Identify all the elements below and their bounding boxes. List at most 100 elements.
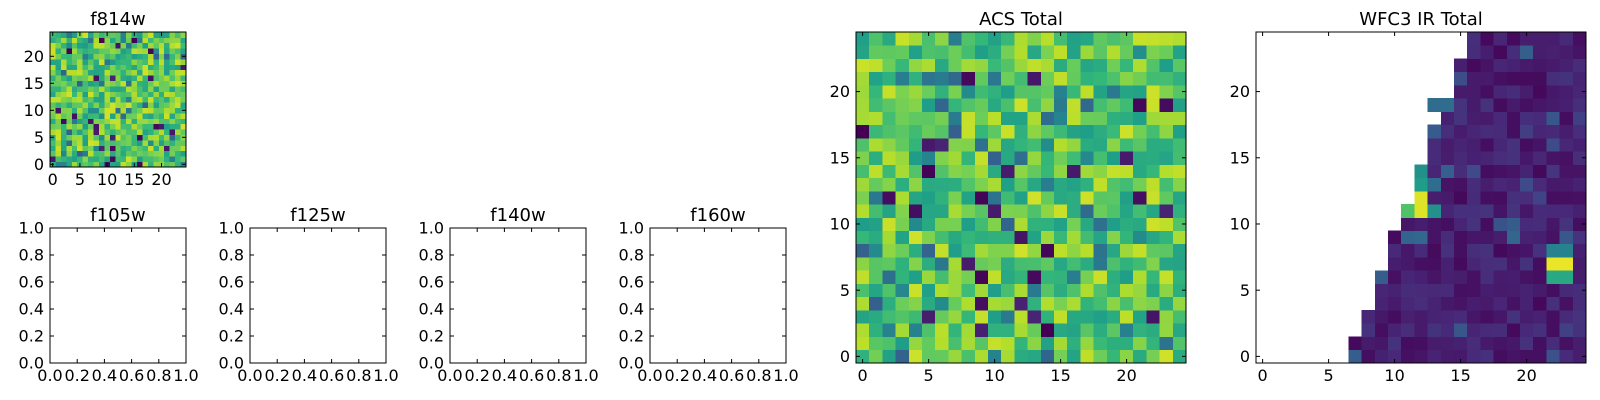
wfc3-ir-total-cell xyxy=(1533,217,1547,231)
f814w-cell xyxy=(71,64,78,71)
wfc3-ir-total-cell xyxy=(1427,283,1442,298)
wfc3-ir-total-cell xyxy=(1467,190,1481,205)
acs-total-cell xyxy=(856,98,870,112)
wfc3-ir-total-cell xyxy=(1348,336,1362,351)
acs-total-cell xyxy=(1159,151,1174,165)
acs-total-cell xyxy=(988,124,1002,139)
f814w-cell xyxy=(55,69,62,76)
acs-total-cell xyxy=(895,270,910,284)
f814w-cell xyxy=(55,91,62,98)
acs-total-cell xyxy=(1054,111,1068,126)
acs-total-cell xyxy=(895,71,910,86)
acs-total-cell xyxy=(1067,230,1081,245)
f140w-title: f140w xyxy=(490,205,545,226)
wfc3-ir-total-cell xyxy=(1427,336,1442,351)
acs-total-cell xyxy=(1146,137,1160,152)
acs-total-cell xyxy=(1172,323,1187,337)
f814w-cell xyxy=(131,140,138,146)
f814w-cell xyxy=(93,64,100,71)
f814w-cell xyxy=(137,113,143,119)
f814w-cell xyxy=(77,118,84,125)
acs-total-cell xyxy=(1054,230,1068,245)
wfc3-ir-total-cell xyxy=(1493,98,1508,112)
f814w-cell xyxy=(120,48,127,54)
f814w-cell xyxy=(55,59,62,65)
wfc3-ir-total-cell xyxy=(1427,217,1442,231)
acs-total-cell xyxy=(1080,204,1094,218)
wfc3-ir-total-cell xyxy=(1388,349,1402,364)
acs-total-cell xyxy=(1080,151,1094,165)
wfc3-ir-total-cell xyxy=(1533,58,1547,73)
f814w-cell xyxy=(115,37,122,44)
acs-total-cell xyxy=(1067,177,1081,192)
wfc3-ir-total-cell xyxy=(1454,190,1468,205)
f814w-cell xyxy=(120,37,127,44)
f814w-cell xyxy=(71,161,78,168)
acs-total-cell xyxy=(1093,71,1108,86)
acs-total-cell xyxy=(1146,58,1160,73)
acs-total-cell xyxy=(1106,310,1121,324)
acs-total-cell xyxy=(961,296,976,311)
wfc3-ir-total-cell xyxy=(1467,164,1481,179)
acs-total-cell xyxy=(988,98,1002,112)
acs-total-cell xyxy=(935,71,949,86)
f125w-ytick-label: 1.0 xyxy=(219,219,244,238)
f814w-cell xyxy=(109,107,116,114)
acs-total-cell xyxy=(1133,296,1147,311)
wfc3-ir-total-cell xyxy=(1493,137,1508,152)
f160w-ytick-label: 0.2 xyxy=(619,327,644,346)
wfc3-ir-total-cell xyxy=(1388,323,1402,337)
acs-total-cell xyxy=(1054,164,1068,179)
f814w-cell xyxy=(142,150,149,157)
f814w-cell xyxy=(60,118,67,125)
acs-total-cell xyxy=(935,164,949,179)
acs-total-cell xyxy=(895,124,910,139)
f814w-cell xyxy=(126,150,132,157)
f814w-cell xyxy=(66,118,73,125)
wfc3-ir-total-cell xyxy=(1520,257,1534,271)
f814w-cell xyxy=(71,113,78,119)
f814w-cell xyxy=(88,145,94,152)
acs-total-cell xyxy=(1120,190,1134,205)
acs-total-cell xyxy=(869,190,883,205)
acs-total-cell xyxy=(1080,323,1094,337)
wfc3-ir-total-cell xyxy=(1559,349,1574,364)
f814w-cell xyxy=(131,107,138,114)
acs-total-cell xyxy=(1040,124,1055,139)
acs-total-cell xyxy=(1054,71,1068,86)
f814w-cell xyxy=(158,96,165,103)
f814w-cell xyxy=(60,129,67,135)
wfc3-ir-total-cell xyxy=(1520,190,1534,205)
f814w-cell xyxy=(55,156,62,162)
acs-total-cell xyxy=(948,71,962,86)
f814w-cell xyxy=(93,107,100,114)
wfc3-ir-total-cell xyxy=(1559,45,1574,59)
wfc3-ir-total-cell xyxy=(1440,230,1455,245)
f814w-cell xyxy=(50,69,56,76)
acs-total-cell xyxy=(1133,164,1147,179)
acs-total-cell xyxy=(856,124,870,139)
acs-total-cell xyxy=(988,32,1002,46)
wfc3-ir-total-cell xyxy=(1467,270,1481,284)
f814w-cell xyxy=(153,59,160,65)
f814w-cell xyxy=(88,53,94,60)
wfc3-ir-total-cell xyxy=(1467,71,1481,86)
acs-total-cell xyxy=(882,323,896,337)
wfc3-ir-total-cell xyxy=(1493,283,1508,298)
f814w-cell xyxy=(109,156,116,162)
f814w-cell xyxy=(104,129,111,135)
acs-total-cell xyxy=(948,45,962,59)
wfc3-ir-total-cell xyxy=(1374,270,1389,284)
acs-total-cell xyxy=(1172,71,1187,86)
f814w-cell xyxy=(104,123,111,130)
acs-total-cell xyxy=(1067,270,1081,284)
acs-total-cell xyxy=(988,323,1002,337)
f814w-cell xyxy=(66,113,73,119)
wfc3-ir-total-cell xyxy=(1480,257,1494,271)
f814w-frame xyxy=(49,31,187,168)
f814w-cell xyxy=(180,113,187,119)
wfc3-ir-total-cell xyxy=(1414,283,1428,298)
f814w-cell xyxy=(175,113,181,119)
f814w-cell xyxy=(147,64,154,71)
wfc3-ir-total-cell xyxy=(1559,71,1574,86)
